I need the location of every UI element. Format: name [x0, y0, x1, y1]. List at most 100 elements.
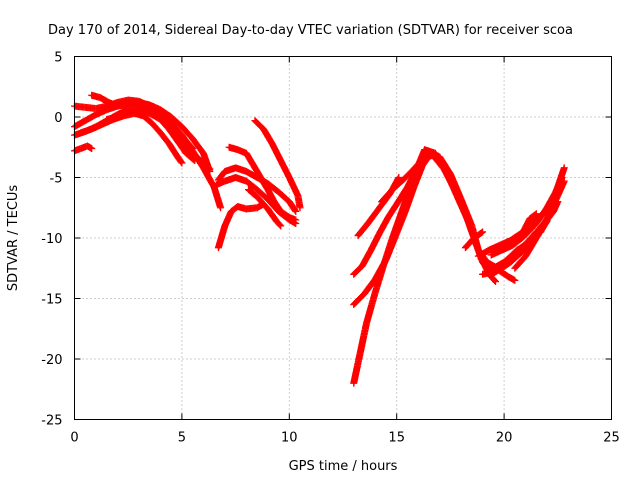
data-point-run [251, 117, 267, 132]
data-point-run [461, 235, 477, 252]
series-arc-12 [251, 117, 304, 212]
y-tick-label: -20 [41, 353, 62, 368]
data-point-run [242, 167, 260, 181]
data-point-run [403, 167, 419, 191]
data-point [206, 165, 214, 173]
data-point [395, 174, 403, 181]
data-point-run [210, 183, 224, 210]
data-point-run [360, 276, 378, 298]
data-point-run [156, 109, 174, 127]
data-point-run [178, 123, 196, 142]
data-point-run [365, 205, 383, 226]
data-point-run [552, 175, 566, 196]
data-point-run [386, 175, 402, 197]
x-tick-label: 25 [603, 431, 620, 446]
data-point-run [156, 106, 174, 120]
data-point-run [461, 210, 478, 241]
data-point-run [470, 229, 486, 242]
data-point-run [350, 263, 365, 278]
data-point [532, 210, 540, 218]
data-point-run [264, 205, 280, 224]
data-point-run [358, 247, 374, 270]
data-point-run [401, 184, 417, 215]
data-point-run [253, 186, 271, 202]
chart-title: Day 170 of 2014, Sidereal Day-to-day VTE… [48, 23, 573, 38]
data-point-run [393, 209, 409, 237]
data-point-run [139, 101, 155, 114]
data-point-run [474, 247, 492, 260]
data-point-run [189, 149, 206, 166]
data-point [492, 278, 500, 286]
data-point-run [543, 208, 557, 224]
data-point-run [517, 237, 535, 257]
data-point-run [165, 140, 181, 160]
data-point-run [221, 209, 235, 230]
data-point [296, 204, 304, 212]
x-axis-title: GPS time / hours [289, 459, 398, 474]
data-point-run [156, 115, 174, 132]
data-point-run [260, 125, 275, 147]
data-point-run [242, 149, 260, 174]
data-point-run [376, 215, 391, 237]
data-point-run [367, 230, 383, 254]
data-point-run [199, 159, 213, 172]
data-point-run [148, 119, 164, 136]
data-point-run [264, 186, 278, 204]
data-point-run [244, 186, 260, 200]
data-point [479, 228, 487, 236]
data-point-run [382, 230, 400, 264]
data-point-run [277, 157, 293, 180]
data-point [292, 216, 300, 224]
y-tick-label: -10 [41, 232, 62, 247]
series-arc-21 [487, 174, 566, 259]
data-point-run [399, 166, 417, 184]
data-point-run [167, 113, 185, 130]
x-tick-label: 20 [496, 431, 513, 446]
data-point [558, 174, 566, 181]
data-point-run [350, 291, 368, 309]
x-tick-label: 5 [178, 431, 186, 446]
y-tick-label: -15 [41, 293, 62, 308]
data-point-run [350, 350, 364, 387]
data-point-run [174, 153, 185, 166]
series-arc-18 [354, 174, 403, 240]
data-point-run [376, 190, 393, 212]
data-point-run [182, 149, 198, 164]
data-point-run [496, 259, 513, 273]
data-point-run [253, 193, 271, 212]
data-point-run [526, 211, 539, 223]
data-point-run [272, 217, 284, 229]
data-point-run [371, 257, 389, 283]
data-point [554, 198, 562, 206]
grid-lines [74, 56, 612, 420]
data-point-run [517, 216, 533, 240]
data-point-run [410, 156, 426, 173]
data-point [427, 152, 435, 160]
series-arc-23 [461, 228, 487, 252]
y-tick-label: -5 [50, 172, 63, 187]
data-point-run [275, 188, 292, 205]
data-point-run [214, 169, 228, 184]
data-point-run [174, 137, 189, 156]
data-point-run [285, 198, 299, 214]
x-tick-label: 10 [281, 431, 298, 446]
data-point-run [354, 219, 372, 240]
series-arc-11 [225, 143, 300, 224]
data-point [178, 159, 186, 167]
x-tick-label: 15 [388, 431, 405, 446]
data-point-run [242, 177, 260, 193]
data-point-run [511, 253, 529, 272]
data-point-run [436, 153, 454, 177]
data-point-run [393, 184, 411, 208]
data-point-run [384, 201, 400, 221]
data-point-run [530, 208, 548, 230]
data-point [277, 222, 285, 230]
data-point [528, 236, 536, 244]
y-tick-label: 0 [54, 111, 62, 126]
data-point-run [189, 135, 207, 156]
series-arc-13 [244, 186, 285, 230]
data-point-run [541, 189, 559, 215]
data-point-run [139, 112, 155, 126]
